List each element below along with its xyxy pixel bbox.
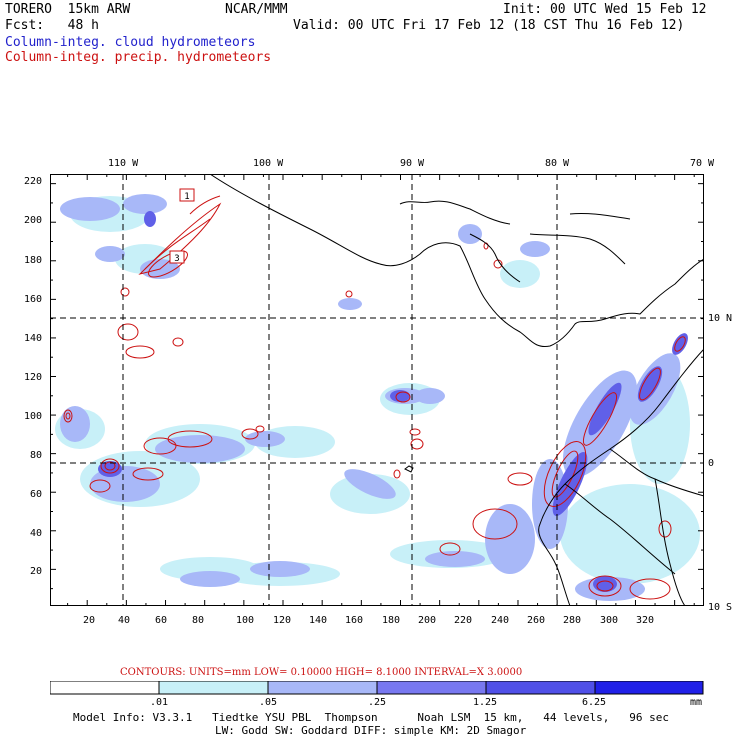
y-tick: 180	[24, 255, 43, 266]
map-frame	[50, 174, 704, 606]
y-tick: 20	[30, 566, 43, 577]
lon-label: 90 W	[400, 158, 425, 169]
x-tick: 200	[418, 615, 437, 626]
y-tick: 220	[24, 176, 43, 187]
legend-label: .25	[368, 697, 387, 708]
contour-label: 3	[174, 254, 179, 264]
y-tick: 80	[30, 450, 43, 461]
latlon-grid	[50, 174, 704, 606]
init-time: Init: 00 UTC Wed 15 Feb 12	[503, 2, 707, 17]
x-tick: 240	[491, 615, 510, 626]
lon-label: 80 W	[545, 158, 570, 169]
x-tick: 120	[273, 615, 292, 626]
legend-label: 6.25	[582, 697, 607, 708]
lon-label: 70 W	[690, 158, 715, 169]
legend-label: 1.25	[473, 697, 498, 708]
model-info: Model Info: V3.3.1 Tiedtke YSU PBL Thomp…	[73, 711, 670, 724]
x-tick: 280	[563, 615, 582, 626]
legend-swatch	[376, 681, 487, 695]
y-tick: 120	[24, 372, 43, 383]
model-title: TORERO 15km ARW	[5, 2, 131, 17]
legend-swatch	[594, 681, 704, 695]
y-tick: 140	[24, 333, 43, 344]
x-tick: 80	[192, 615, 205, 626]
forecast-hour: Fcst: 48 h	[5, 18, 99, 33]
contour-label: 1	[184, 192, 189, 202]
forecast-map: 1 3	[50, 174, 704, 606]
x-tick: 180	[382, 615, 401, 626]
x-tick: 40	[118, 615, 131, 626]
organization: NCAR/MMM	[225, 2, 288, 17]
y-tick: 200	[24, 215, 43, 226]
x-tick: 260	[527, 615, 546, 626]
lat-label: 10 S	[708, 602, 733, 613]
legend-swatch	[158, 681, 269, 695]
contour-labels: 1 3	[169, 188, 195, 264]
y-tick: 100	[24, 411, 43, 422]
legend-swatch	[50, 681, 160, 695]
lat-label: 10 N	[708, 313, 733, 324]
legend-swatch	[267, 681, 378, 695]
y-tick: 160	[24, 294, 43, 305]
field-cloud-label: Column-integ. cloud hydrometeors	[5, 35, 256, 50]
x-tick: 220	[454, 615, 473, 626]
legend-swatch	[485, 681, 596, 695]
coastlines	[209, 174, 704, 606]
contours-info: CONTOURS: UNITS=mm LOW= 0.10000 HIGH= 8.…	[120, 667, 523, 678]
x-tick: 140	[309, 615, 328, 626]
cloud-shading-medium	[60, 194, 681, 601]
contour-label-box	[169, 250, 185, 264]
legend-unit: mm	[690, 697, 703, 708]
x-tick: 320	[636, 615, 655, 626]
field-precip-label: Column-integ. precip. hydrometeors	[5, 50, 272, 65]
contour-label-box	[179, 188, 195, 202]
x-tick: 60	[155, 615, 168, 626]
color-legend	[50, 681, 704, 695]
valid-time: Valid: 00 UTC Fri 17 Feb 12 (18 CST Thu …	[293, 18, 685, 33]
x-tick: 160	[345, 615, 364, 626]
physics-info: LW: Godd SW: Goddard DIFF: simple KM: 2D…	[215, 724, 527, 737]
axis-ticks	[50, 174, 704, 606]
legend-label: .01	[150, 697, 169, 708]
legend-label: .05	[259, 697, 278, 708]
cloud-shading-dark	[98, 211, 688, 592]
lon-label: 110 W	[108, 158, 139, 169]
lon-label: 100 W	[253, 158, 284, 169]
x-tick: 20	[83, 615, 96, 626]
y-tick: 60	[30, 489, 43, 500]
x-tick: 300	[600, 615, 619, 626]
x-tick: 100	[236, 615, 255, 626]
y-tick: 40	[30, 528, 43, 539]
lat-label: 0	[708, 458, 715, 469]
